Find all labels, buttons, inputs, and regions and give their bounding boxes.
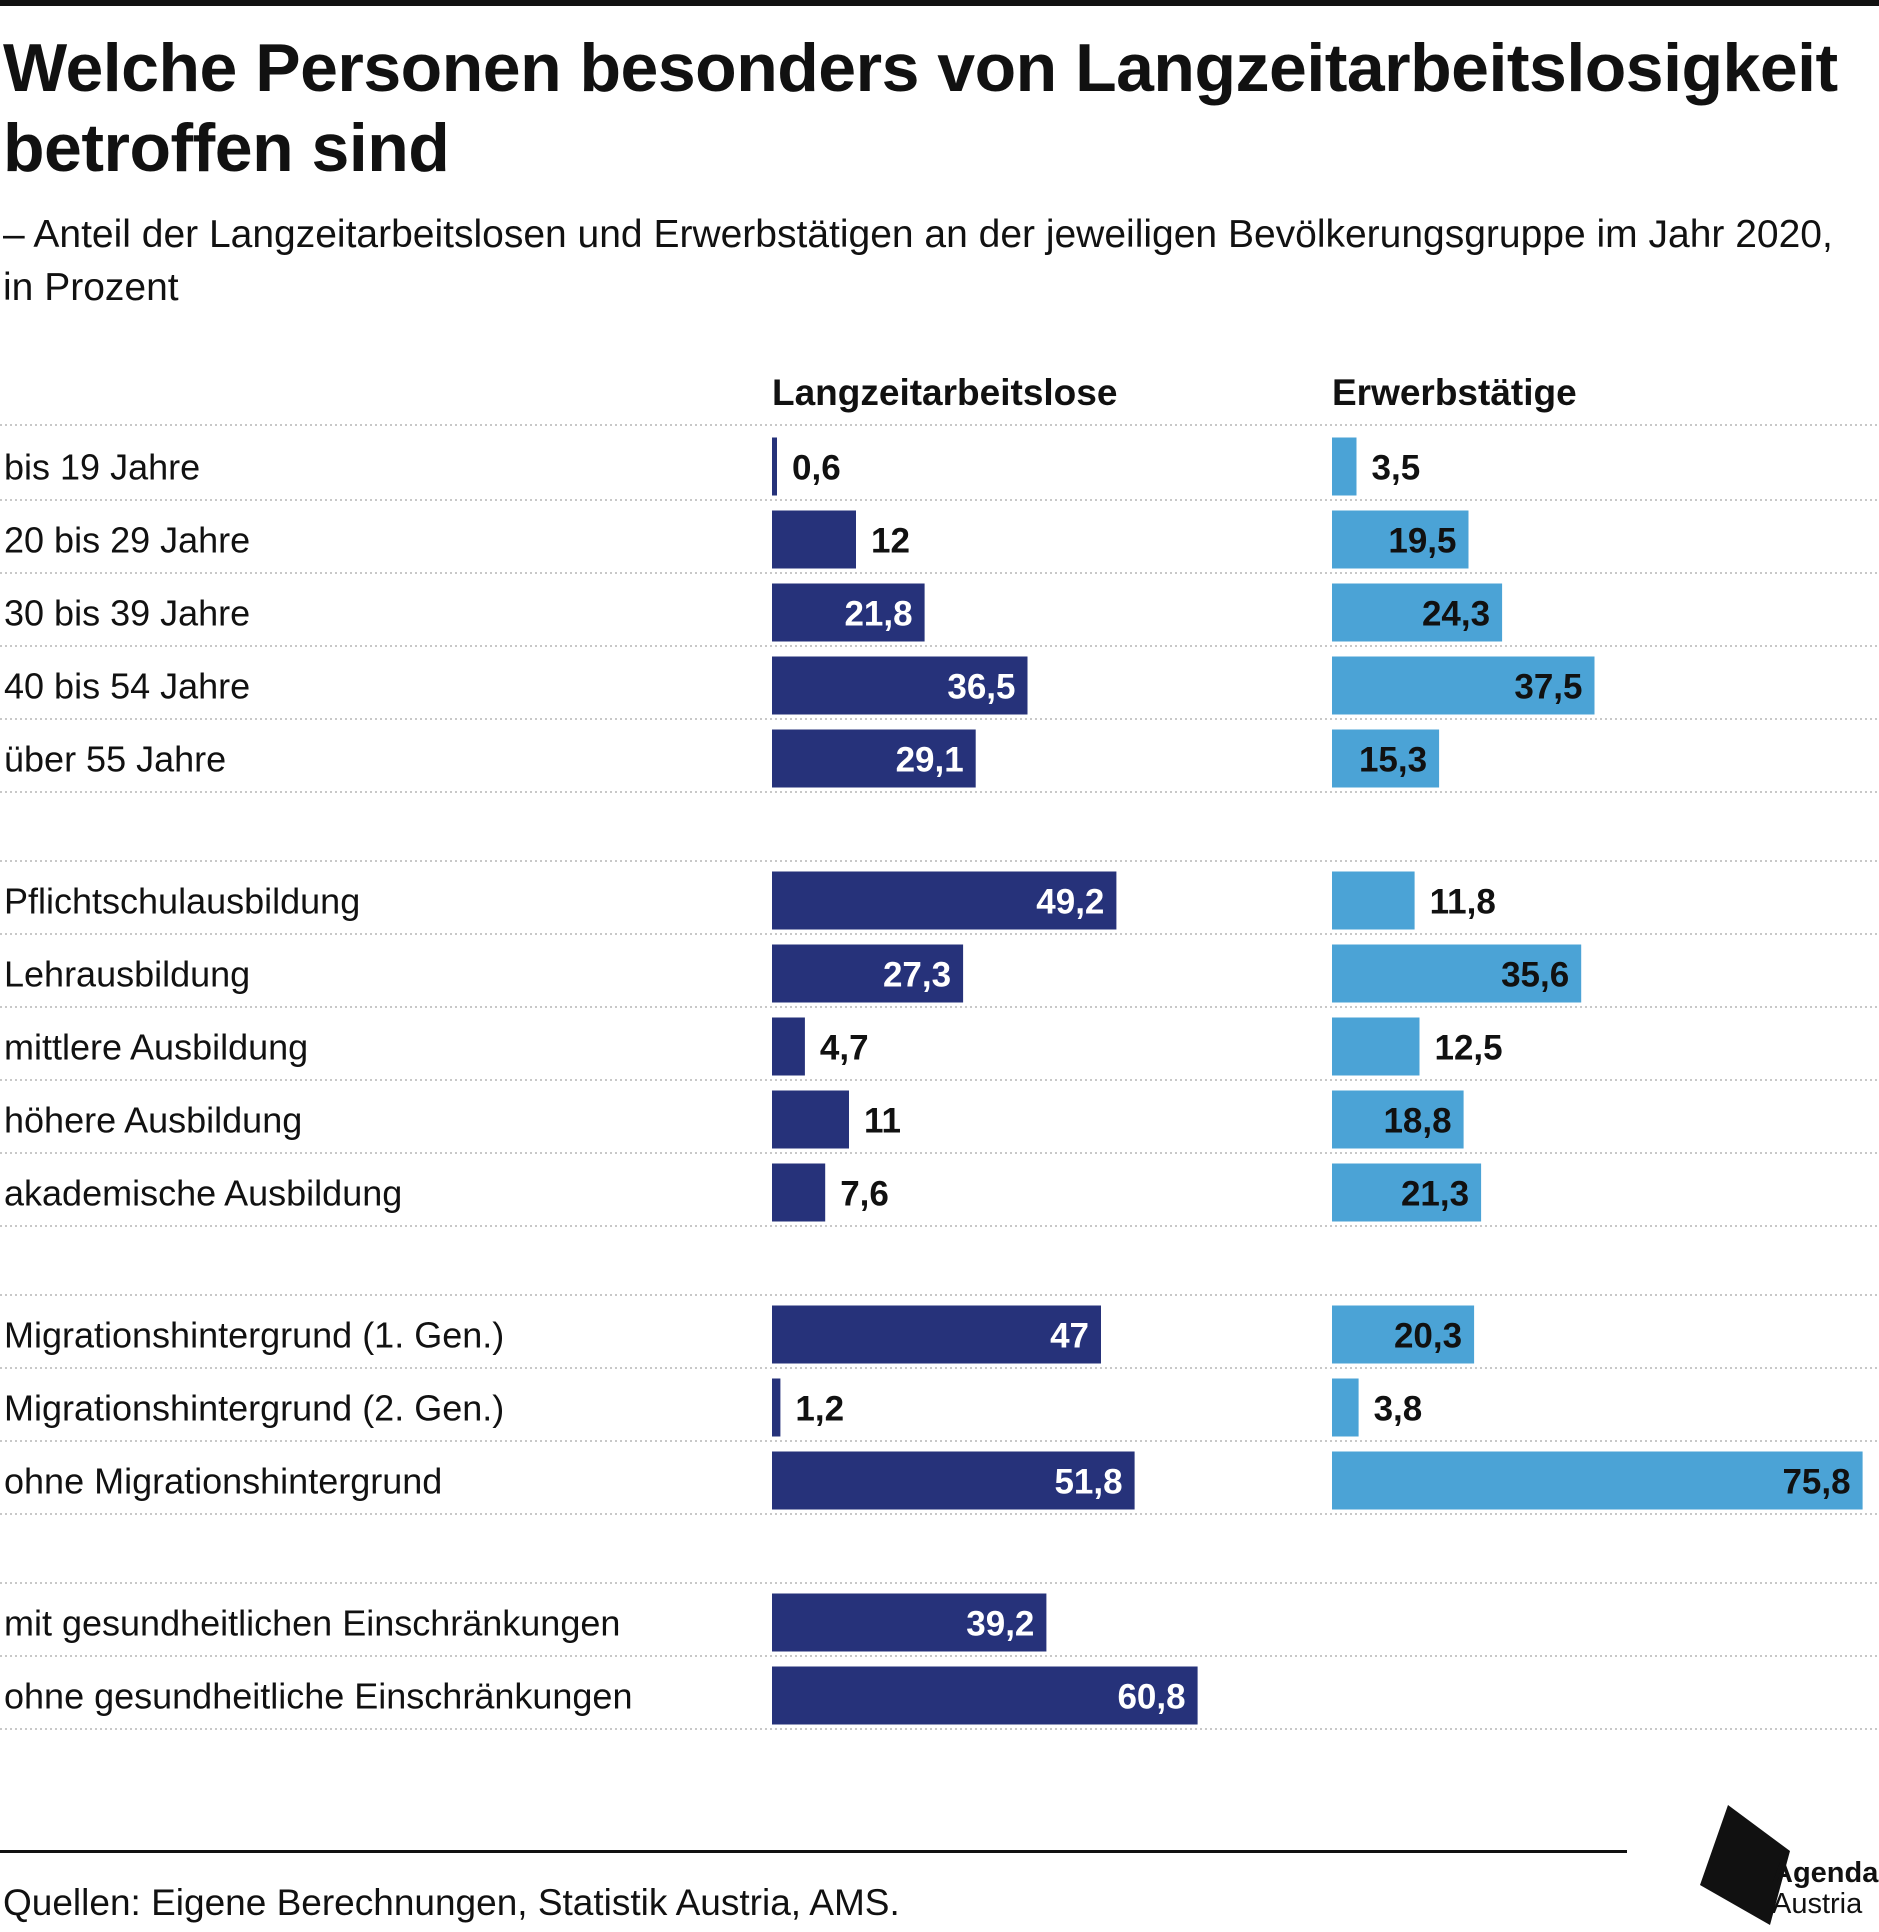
bar (772, 871, 1117, 930)
value-label: 12 (871, 522, 910, 561)
footer-rule (0, 1850, 1627, 1853)
category-label: ohne Migrationshintergrund (4, 1461, 442, 1502)
value-label: 1,2 (795, 1390, 844, 1429)
chart-title: Welche Personen besonders von Langzeitar… (3, 30, 1838, 186)
logo-wordmark: Agenda Austria (1772, 1858, 1878, 1920)
bar (1332, 1017, 1420, 1076)
bar (772, 729, 976, 788)
value-label: 11 (864, 1102, 901, 1141)
category-label: ohne gesundheitliche Einschränkungen (4, 1676, 632, 1717)
category-label: höhere Ausbildung (4, 1100, 302, 1141)
bar (1332, 437, 1357, 496)
column-header-erwerbstaetige: Erwerbstätige (1332, 372, 1577, 413)
bar (772, 1305, 1101, 1364)
bar (772, 1017, 805, 1076)
bar (1332, 510, 1469, 569)
bar (772, 1451, 1135, 1510)
category-label: über 55 Jahre (4, 739, 226, 780)
value-label: 60,8 (1117, 1678, 1185, 1717)
value-label: 3,8 (1374, 1390, 1423, 1429)
bar (772, 944, 964, 1003)
value-label: 20,3 (1394, 1317, 1462, 1356)
value-label: 11,8 (1430, 883, 1496, 922)
value-label: 21,8 (844, 595, 912, 634)
bar (772, 1378, 781, 1437)
value-label: 12,5 (1435, 1029, 1503, 1068)
category-label: bis 19 Jahre (4, 447, 200, 488)
bar-chart: bis 19 Jahre 0,6 3,5 20 bis 29 Jahre 12 19,5 3… (0, 424, 1879, 1730)
logo-line2: Austria (1772, 1888, 1863, 1920)
bar (1332, 1163, 1482, 1222)
category-label: mittlere Ausbildung (4, 1027, 308, 1068)
value-label: 7,6 (840, 1175, 889, 1214)
agenda-austria-logo-icon (1700, 1805, 1790, 1925)
category-label: Migrationshintergrund (1. Gen.) (4, 1315, 504, 1356)
bar (772, 1090, 849, 1149)
value-label: 75,8 (1782, 1463, 1850, 1502)
bar (1332, 729, 1440, 788)
value-label: 19,5 (1388, 522, 1456, 561)
category-label: mit gesundheitlichen Einschränkungen (4, 1603, 620, 1644)
bar (772, 437, 777, 496)
bar (772, 1666, 1198, 1725)
category-label: Migrationshintergrund (2. Gen.) (4, 1388, 504, 1429)
value-label: 29,1 (896, 741, 964, 780)
top-rule (0, 0, 1879, 6)
value-label: 3,5 (1372, 449, 1421, 488)
value-label: 21,3 (1401, 1175, 1469, 1214)
bar (1332, 1378, 1359, 1437)
chart-subtitle: – Anteil der Langzeitarbeitslosen und Er… (3, 213, 1833, 309)
category-label: Lehrausbildung (4, 954, 250, 995)
bar (772, 1163, 826, 1222)
column-header-langzeitarbeitslose: Langzeitarbeitslose (772, 372, 1118, 413)
bar (1332, 944, 1582, 1003)
value-label: 49,2 (1036, 883, 1104, 922)
value-label: 39,2 (966, 1605, 1034, 1644)
bar (1332, 583, 1503, 642)
value-label: 4,7 (820, 1029, 869, 1068)
category-label: 30 bis 39 Jahre (4, 593, 250, 634)
category-label: 40 bis 54 Jahre (4, 666, 250, 707)
category-label: Pflichtschulausbildung (4, 881, 360, 922)
bar (1332, 871, 1415, 930)
bar (1332, 1451, 1863, 1510)
value-label: 18,8 (1383, 1102, 1451, 1141)
value-label: 15,3 (1359, 741, 1427, 780)
bar (1332, 656, 1595, 715)
bar (772, 1593, 1047, 1652)
value-label: 51,8 (1054, 1463, 1122, 1502)
value-label: 24,3 (1422, 595, 1490, 634)
bar (1332, 1305, 1475, 1364)
bar (1332, 1090, 1464, 1149)
value-label: 27,3 (883, 956, 951, 995)
value-label: 36,5 (947, 668, 1015, 707)
logo-line1: Agenda (1772, 1857, 1879, 1889)
bar (772, 583, 925, 642)
value-label: 47 (1050, 1317, 1089, 1356)
source-note: Quellen: Eigene Berechnungen, Statistik … (3, 1882, 900, 1923)
value-label: 37,5 (1514, 668, 1582, 707)
category-label: 20 bis 29 Jahre (4, 520, 250, 561)
value-label: 0,6 (792, 449, 841, 488)
bar (772, 656, 1028, 715)
value-label: 35,6 (1501, 956, 1569, 995)
category-label: akademische Ausbildung (4, 1173, 402, 1214)
bar (772, 510, 856, 569)
